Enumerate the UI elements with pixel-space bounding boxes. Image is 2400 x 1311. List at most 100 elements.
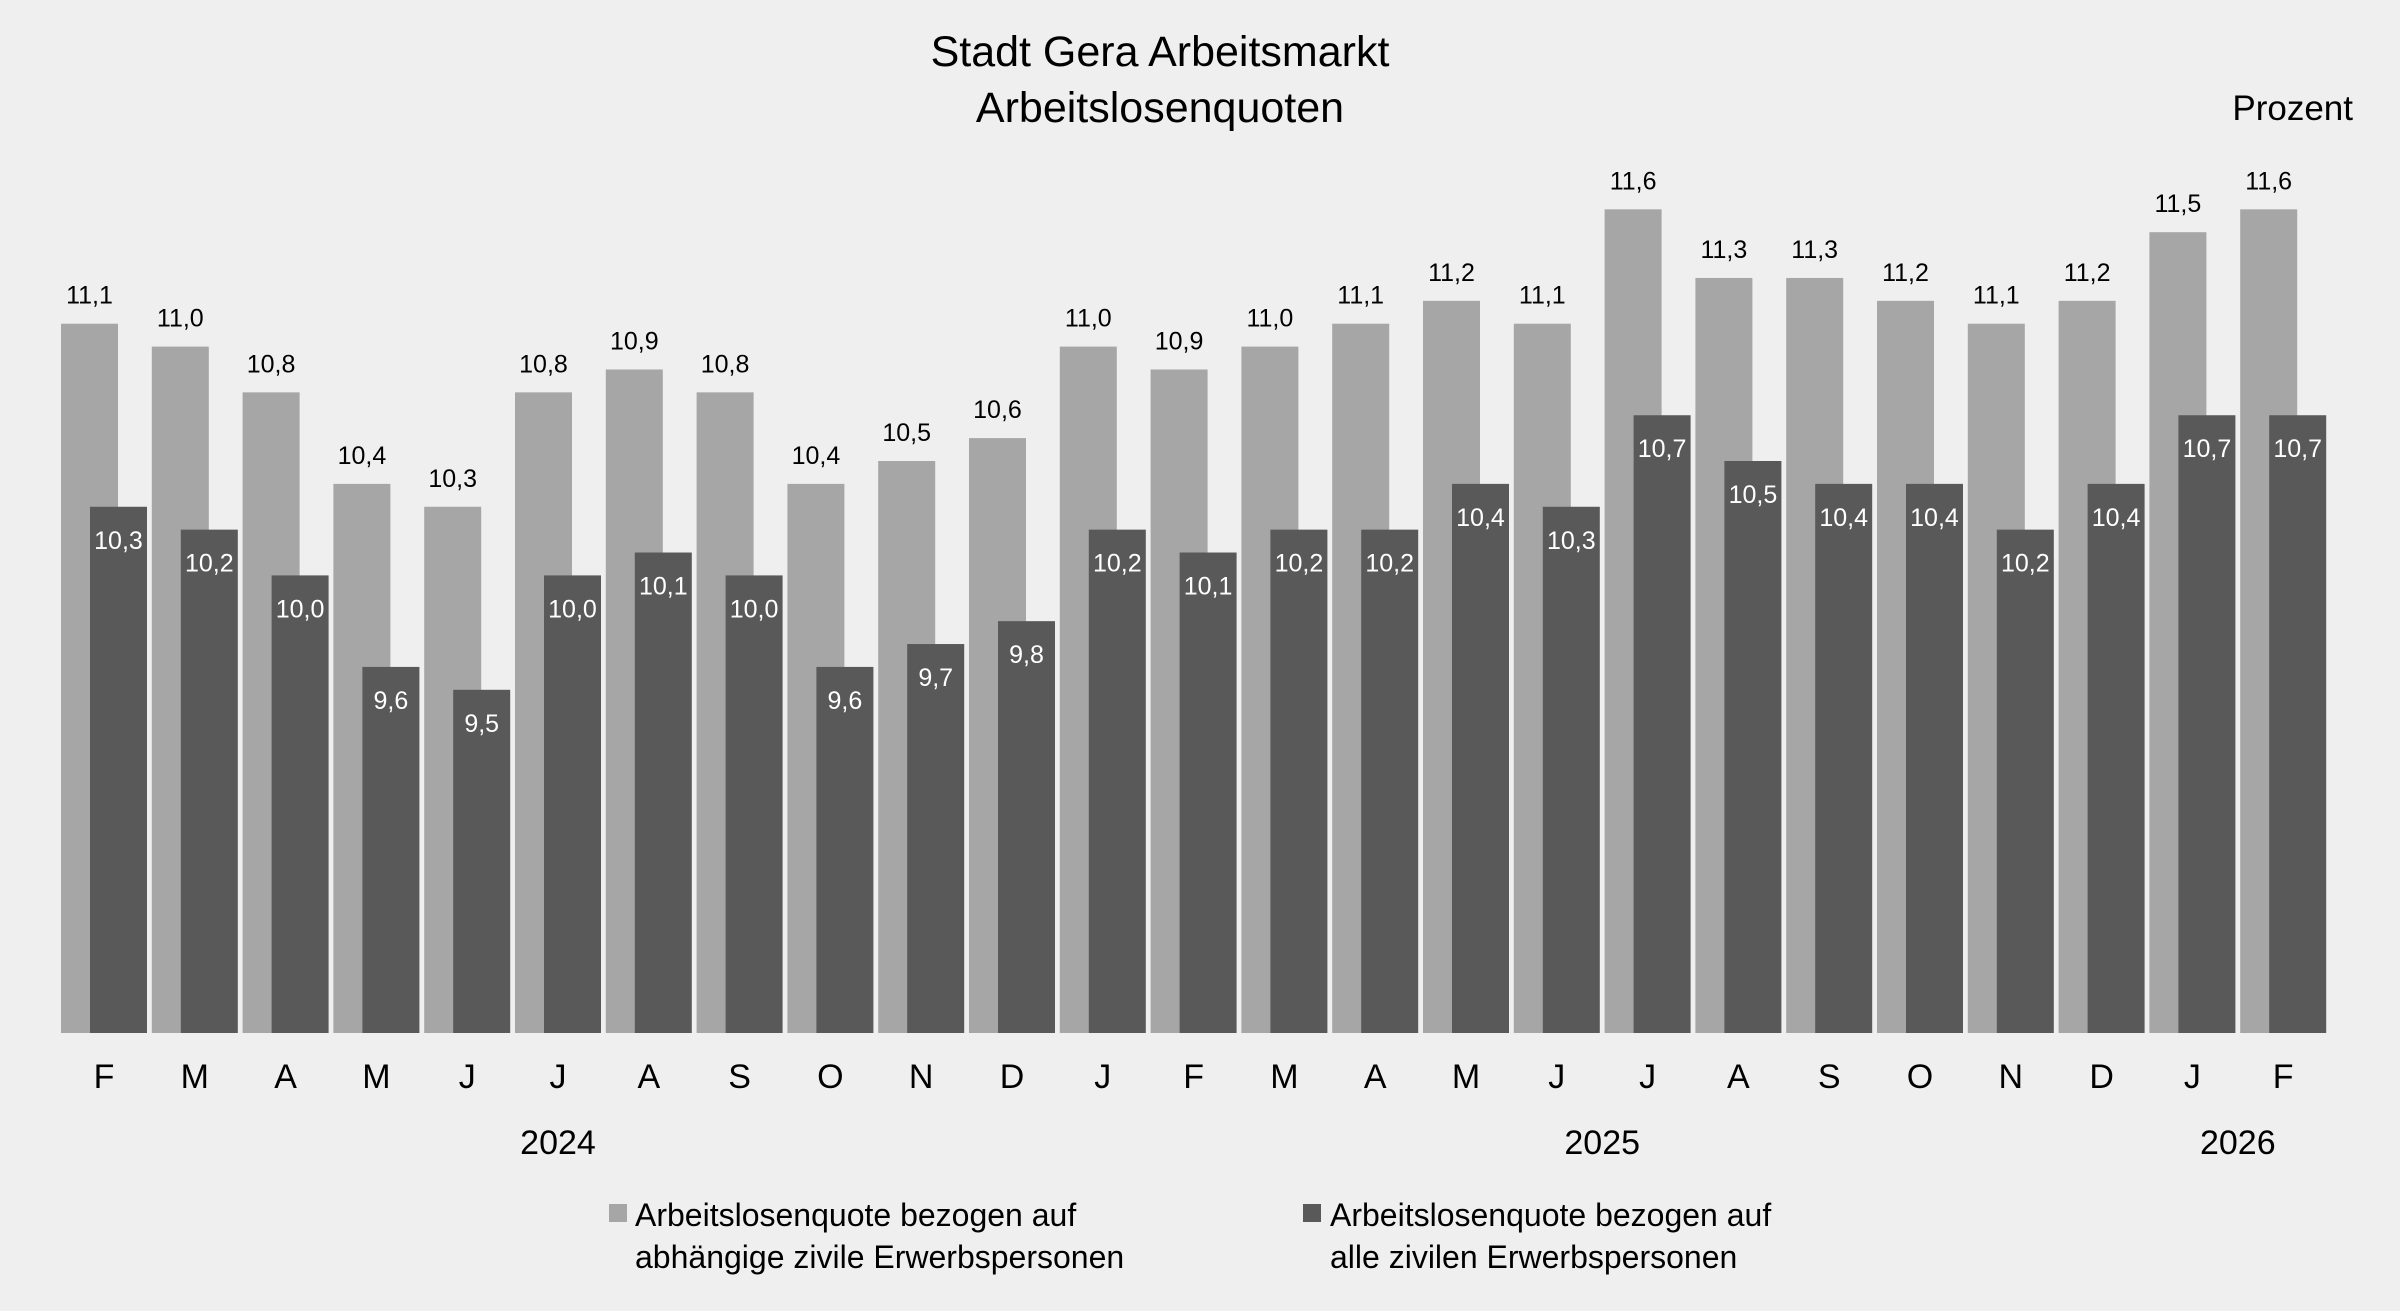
x-tick-label: J bbox=[1639, 1058, 1656, 1096]
x-tick-label: S bbox=[1818, 1058, 1841, 1096]
bar-series-2 bbox=[2178, 415, 2236, 1033]
x-tick-label: J bbox=[550, 1058, 567, 1096]
bar-series-2 bbox=[271, 575, 329, 1033]
bar-series-2 bbox=[180, 529, 238, 1033]
bar-series-2 bbox=[1815, 483, 1873, 1033]
data-label-series-1: 10,8 bbox=[701, 350, 750, 378]
x-tick-label: A bbox=[1364, 1058, 1387, 1096]
data-label-series-1: 11,1 bbox=[1519, 282, 1566, 310]
data-label-series-1: 11,6 bbox=[2245, 167, 2292, 195]
x-tick-label: M bbox=[1452, 1058, 1480, 1096]
x-tick-label: J bbox=[2184, 1058, 2201, 1096]
x-tick-label: F bbox=[94, 1058, 115, 1096]
legend-label: abhängige zivile Erwerbspersonen bbox=[635, 1239, 1124, 1275]
data-label-series-2: 9,6 bbox=[374, 687, 409, 715]
data-label-series-1: 11,1 bbox=[1337, 282, 1384, 310]
data-label-series-1: 10,8 bbox=[519, 350, 568, 378]
bar-series-2 bbox=[453, 689, 511, 1033]
data-label-series-1: 10,4 bbox=[792, 442, 841, 470]
data-label-series-2: 10,2 bbox=[185, 550, 234, 578]
x-tick-label: J bbox=[1094, 1058, 1111, 1096]
bar-series-2 bbox=[1633, 415, 1691, 1033]
x-tick-label: A bbox=[637, 1058, 660, 1096]
data-label-series-2: 9,7 bbox=[918, 664, 953, 692]
legend-swatch bbox=[1303, 1204, 1321, 1222]
data-label-series-1: 10,6 bbox=[973, 396, 1022, 424]
x-tick-label: F bbox=[2273, 1058, 2294, 1096]
data-label-series-1: 11,0 bbox=[1246, 305, 1293, 333]
data-label-series-2: 10,3 bbox=[1547, 527, 1596, 555]
data-label-series-1: 10,9 bbox=[610, 327, 659, 355]
data-label-series-2: 10,2 bbox=[1365, 550, 1414, 578]
year-label: 2025 bbox=[1564, 1124, 1640, 1162]
data-label-series-1: 11,0 bbox=[157, 305, 204, 333]
data-label-series-1: 11,1 bbox=[66, 282, 113, 310]
bar-series-2 bbox=[1361, 529, 1419, 1033]
x-tick-label: O bbox=[1907, 1058, 1933, 1096]
bar-series-2 bbox=[1996, 529, 2054, 1033]
data-label-series-2: 10,1 bbox=[639, 573, 688, 601]
bar-series-2 bbox=[1452, 483, 1509, 1033]
data-label-series-2: 10,2 bbox=[2001, 550, 2050, 578]
data-label-series-1: 11,2 bbox=[1428, 259, 1475, 287]
x-tick-label: A bbox=[274, 1058, 297, 1096]
x-tick-label: J bbox=[1548, 1058, 1565, 1096]
data-label-series-1: 10,5 bbox=[882, 419, 931, 447]
bar-series-2 bbox=[725, 575, 783, 1033]
data-label-series-2: 10,1 bbox=[1184, 573, 1233, 601]
data-label-series-2: 10,0 bbox=[276, 595, 325, 623]
legend: Arbeitslosenquote bezogen auf abhängige z… bbox=[609, 1197, 1771, 1275]
bar-series-2 bbox=[1179, 552, 1237, 1033]
bar-series-2 bbox=[1906, 483, 1963, 1033]
bar-series-2 bbox=[2269, 415, 2327, 1033]
bar-series-2 bbox=[362, 666, 420, 1033]
year-label: 2024 bbox=[520, 1124, 596, 1162]
bars-group: 11,1 10,3 11,0 10,2 10,8 10,0 10,4 9,6 10,3 9,5 10… bbox=[61, 167, 2327, 1034]
data-label-series-1: 10,3 bbox=[428, 465, 477, 493]
bar-series-2 bbox=[1724, 461, 1782, 1033]
legend-swatch bbox=[609, 1204, 627, 1222]
data-label-series-1: 10,9 bbox=[1155, 327, 1204, 355]
data-label-series-1: 11,5 bbox=[2154, 190, 2201, 218]
unit-label: Prozent bbox=[2232, 89, 2353, 128]
data-label-series-1: 11,2 bbox=[2064, 259, 2111, 287]
data-label-series-2: 9,6 bbox=[828, 687, 863, 715]
bar-series-2 bbox=[998, 621, 1055, 1033]
data-label-series-2: 10,2 bbox=[1093, 550, 1142, 578]
x-tick-label: M bbox=[1270, 1058, 1298, 1096]
data-label-series-2: 10,7 bbox=[2183, 435, 2232, 463]
data-label-series-1: 11,3 bbox=[1791, 236, 1838, 264]
data-label-series-2: 10,2 bbox=[1275, 550, 1324, 578]
bar-series-2 bbox=[1542, 506, 1600, 1033]
x-tick-label: D bbox=[2089, 1058, 2114, 1096]
bar-series-2 bbox=[634, 552, 692, 1033]
bar-series-2 bbox=[816, 666, 874, 1033]
x-tick-label: J bbox=[459, 1058, 476, 1096]
data-label-series-1: 10,4 bbox=[338, 442, 387, 470]
x-tick-label: F bbox=[1183, 1058, 1204, 1096]
data-label-series-2: 10,0 bbox=[730, 595, 779, 623]
data-label-series-1: 11,6 bbox=[1610, 167, 1657, 195]
bar-series-2 bbox=[90, 506, 147, 1033]
bar-series-2 bbox=[1088, 529, 1146, 1033]
data-label-series-2: 10,3 bbox=[94, 527, 143, 555]
data-label-series-2: 10,4 bbox=[1456, 504, 1505, 532]
data-label-series-1: 11,0 bbox=[1065, 305, 1112, 333]
chart-subtitle: Arbeitslosenquoten bbox=[976, 84, 1344, 132]
x-tick-label: N bbox=[1999, 1058, 2024, 1096]
x-tick-label: S bbox=[728, 1058, 751, 1096]
data-label-series-1: 10,8 bbox=[247, 350, 296, 378]
legend-label: alle zivilen Erwerbspersonen bbox=[1330, 1239, 1737, 1275]
data-label-series-2: 10,7 bbox=[1638, 435, 1687, 463]
bar-series-2 bbox=[2087, 483, 2145, 1033]
year-label: 2026 bbox=[2200, 1124, 2276, 1162]
data-label-series-2: 10,7 bbox=[2273, 435, 2322, 463]
x-tick-label: D bbox=[1000, 1058, 1025, 1096]
data-label-series-2: 9,5 bbox=[464, 710, 499, 738]
year-labels: 2024 2025 2026 bbox=[520, 1124, 2275, 1162]
legend-label: Arbeitslosenquote bezogen auf bbox=[635, 1197, 1076, 1233]
bar-series-2 bbox=[907, 644, 965, 1033]
data-label-series-2: 9,8 bbox=[1009, 641, 1044, 669]
